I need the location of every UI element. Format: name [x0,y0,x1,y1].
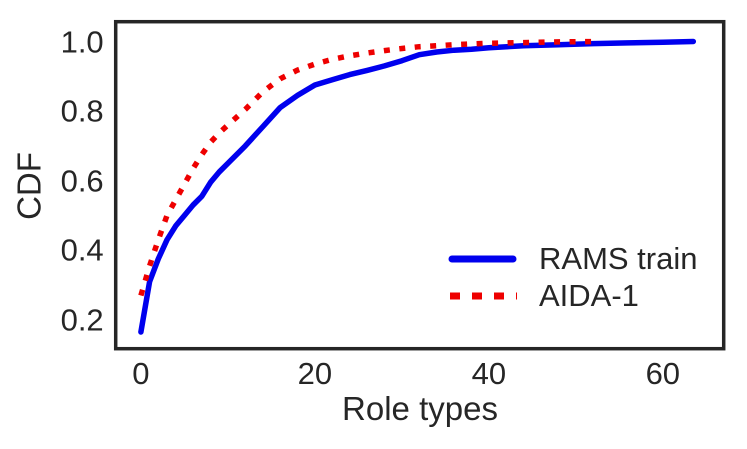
legend-row-rams-train: RAMS train [447,240,697,277]
y-tick-label: 0.6 [60,163,104,199]
y-axis-title: CDF [10,152,48,220]
x-axis-title: Role types [342,390,498,427]
aida-1-dotted-swatch-icon [450,292,517,299]
curve-aida-1 [138,38,598,297]
y-tick-label: 0.8 [60,93,104,129]
legend-label-aida-1: AIDA-1 [539,278,639,313]
y-tick-label: 0.2 [60,302,104,338]
x-tick-label: 0 [132,355,150,391]
legend-label-rams-train: RAMS train [539,241,698,276]
rams-train-line-swatch-icon [448,255,517,262]
y-tick-label: 1.0 [60,24,104,60]
plot-frame [113,19,726,351]
x-tick-label: 20 [297,355,333,391]
y-tick-label: 0.4 [60,232,104,268]
legend-row-aida-1: AIDA-1 [447,277,697,314]
x-tick-label: 40 [471,355,507,391]
legend: RAMS train AIDA-1 [447,240,697,314]
curve-rams-train [138,38,697,335]
x-tick-label: 60 [645,355,681,391]
